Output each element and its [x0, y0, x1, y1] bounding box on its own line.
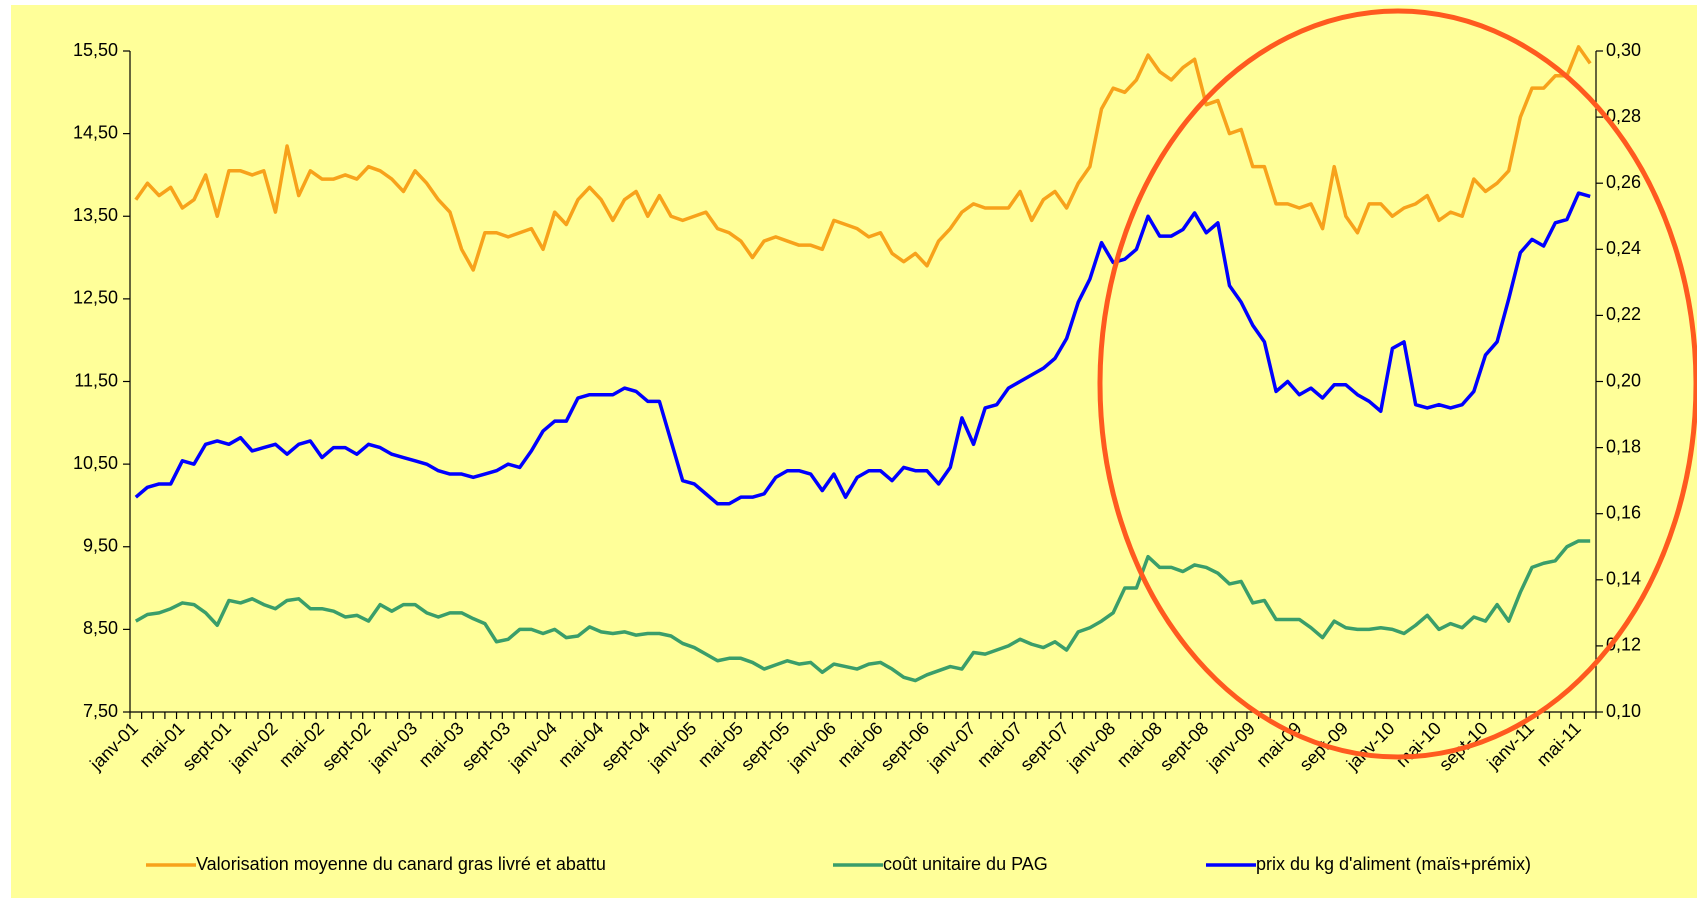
y2-tick-label: 0,14	[1606, 569, 1641, 589]
y-tick-label: 14,50	[73, 122, 118, 142]
y-tick-label: 11,50	[74, 370, 118, 390]
y-tick-label: 12,50	[73, 288, 118, 308]
y-tick-label: 15,50	[73, 40, 118, 60]
y-tick-label: 7,50	[83, 701, 118, 721]
y-tick-label: 8,50	[83, 618, 118, 638]
y2-tick-label: 0,18	[1606, 436, 1641, 456]
highlight-ellipse	[1097, 8, 1697, 760]
y2-tick-label: 0,28	[1606, 106, 1641, 126]
y-tick-label: 9,50	[83, 536, 118, 556]
series-line	[134, 539, 1591, 683]
y-tick-label: 13,50	[73, 205, 118, 225]
legend-label: coût unitaire du PAG	[883, 854, 1048, 874]
series-line	[134, 45, 1592, 272]
y-tick-label: 10,50	[73, 453, 118, 473]
legend-label: prix du kg d'aliment (maïs+prémix)	[1256, 854, 1531, 874]
y2-tick-label: 0,26	[1606, 172, 1641, 192]
y2-tick-label: 0,16	[1606, 502, 1641, 522]
legend-label: Valorisation moyenne du canard gras livr…	[196, 854, 606, 874]
y2-tick-label: 0,20	[1606, 370, 1641, 390]
y2-tick-label: 0,30	[1606, 40, 1641, 60]
series-line	[134, 191, 1591, 506]
y2-tick-label: 0,22	[1606, 304, 1641, 324]
y2-tick-label: 0,24	[1606, 238, 1641, 258]
y2-tick-label: 0,10	[1606, 701, 1641, 721]
